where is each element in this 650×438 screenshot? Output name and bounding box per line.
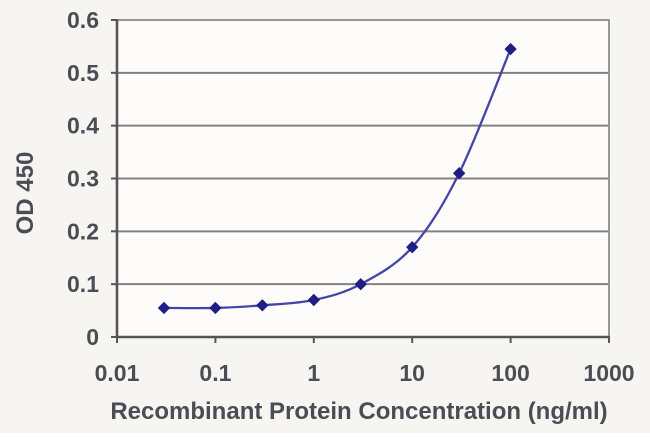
x-tick-label: 0.1 [199, 360, 231, 386]
data-point-marker [307, 294, 320, 307]
x-tick-label: 10 [399, 360, 425, 386]
x-tick-label: 1000 [583, 360, 634, 386]
y-tick-label-layer: 0 0.1 0.2 0.3 0.4 0.5 0.6 [67, 7, 99, 350]
axis-layer [111, 19, 610, 343]
y-tick-label: 0.5 [67, 60, 99, 86]
data-point-marker [406, 241, 419, 254]
series-layer [157, 43, 517, 314]
y-tick-label: 0.6 [67, 7, 99, 33]
y-axis-title: OD 450 [12, 152, 39, 235]
x-tick-label-layer: 0.01 0.1 1 10 100 1000 [95, 360, 635, 386]
y-tick-label: 0 [86, 324, 99, 350]
y-tick-label: 0.1 [67, 271, 99, 297]
data-point-marker [354, 278, 367, 291]
x-axis-title: Recombinant Protein Concentration (ng/ml… [110, 398, 607, 425]
data-point-marker [453, 167, 466, 180]
y-tick-label: 0.2 [67, 218, 99, 244]
data-point-marker [157, 301, 170, 314]
data-point-marker [504, 43, 517, 56]
y-tick-label: 0.4 [67, 113, 99, 139]
x-tick-label: 100 [491, 360, 529, 386]
x-tick-label: 0.01 [95, 360, 140, 386]
y-tick-label: 0.3 [67, 166, 99, 192]
data-point-marker [256, 299, 269, 312]
data-point-marker [209, 301, 222, 314]
x-tick-label: 1 [307, 360, 320, 386]
